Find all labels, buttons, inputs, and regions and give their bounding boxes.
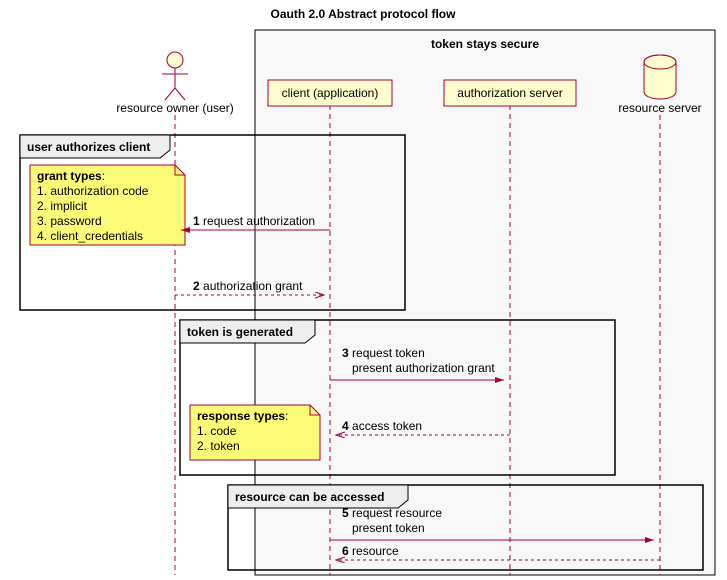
svg-text:2. implicit: 2. implicit	[37, 199, 88, 213]
note-grant-types: grant types: 1. authorization code 2. im…	[30, 165, 185, 245]
svg-text:6 resource: 6 resource	[342, 544, 399, 558]
svg-text:4. client_credentials: 4. client_credentials	[37, 229, 143, 243]
svg-text:resource owner (user): resource owner (user)	[116, 101, 233, 115]
participant-client: client (application)	[268, 80, 392, 106]
svg-text:1 request authorization: 1 request authorization	[193, 214, 315, 228]
svg-text:2. token: 2. token	[197, 439, 240, 453]
svg-text:response types:: response types:	[197, 409, 288, 423]
svg-text:1. authorization code: 1. authorization code	[37, 184, 149, 198]
svg-text:1. code: 1. code	[197, 424, 237, 438]
participant-authz: authorization server	[444, 80, 576, 106]
svg-text:resource can be accessed: resource can be accessed	[235, 490, 384, 504]
svg-text:5 request resource: 5 request resource	[342, 506, 442, 520]
note-response-types: response types: 1. code 2. token	[190, 405, 320, 460]
svg-text:4 access token: 4 access token	[342, 419, 422, 433]
svg-text:present token: present token	[352, 521, 425, 535]
svg-text:token stays secure: token stays secure	[431, 37, 539, 51]
svg-text:3. password: 3. password	[37, 214, 102, 228]
msg-request-authorization: 1 request authorization	[181, 214, 330, 230]
svg-text:token is generated: token is generated	[187, 325, 293, 339]
actor-user: resource owner (user)	[116, 52, 233, 115]
svg-text:grant types:: grant types:	[37, 169, 105, 183]
svg-text:2 authorization grant: 2 authorization grant	[193, 279, 303, 293]
sequence-diagram: Oauth 2.0 Abstract protocol flow token s…	[0, 0, 727, 580]
msg-authorization-grant: 2 authorization grant	[175, 279, 324, 295]
svg-text:3 request token: 3 request token	[342, 346, 425, 360]
svg-text:client (application): client (application)	[282, 86, 379, 100]
svg-text:present authorization grant: present authorization grant	[352, 361, 495, 375]
svg-text:user authorizes client: user authorizes client	[27, 140, 150, 154]
diagram-title: Oauth 2.0 Abstract protocol flow	[271, 7, 457, 21]
svg-text:authorization server: authorization server	[457, 86, 562, 100]
svg-text:resource server: resource server	[618, 101, 701, 115]
